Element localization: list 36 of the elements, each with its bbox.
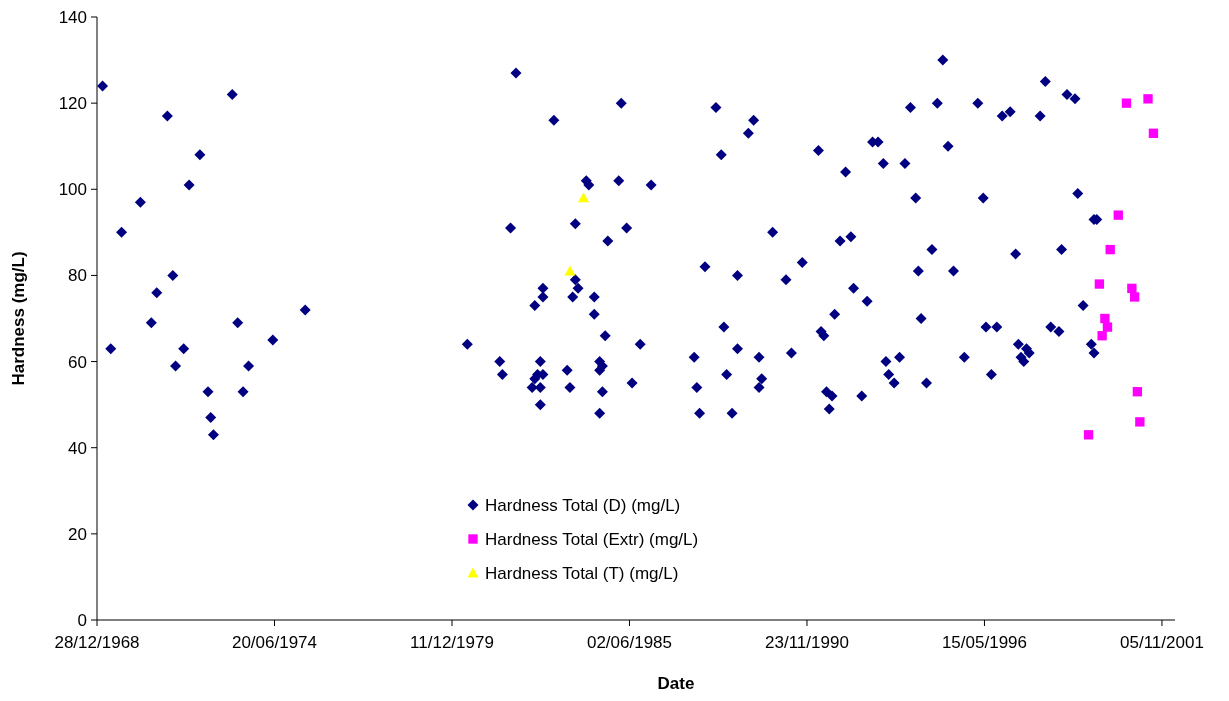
- y-tick-label: 20: [68, 524, 87, 544]
- x-tick-label: 20/06/1974: [231, 633, 318, 652]
- x-tick-label: 15/05/1996: [941, 633, 1028, 652]
- point: [1121, 98, 1132, 108]
- y-tick-label: 120: [58, 94, 87, 114]
- point: [1143, 94, 1153, 104]
- point: [1094, 279, 1105, 289]
- point: [1083, 430, 1094, 440]
- y-tick-label: 60: [68, 352, 87, 372]
- legend-label: Hardness Total (T) (mg/L): [485, 563, 679, 583]
- x-tick-label: 28/12/1968: [54, 633, 140, 652]
- x-tick-label: 02/06/1985: [586, 633, 673, 652]
- point: [578, 192, 590, 203]
- x-tick-label: 23/11/1990: [765, 633, 849, 652]
- y-tick-label: 80: [68, 266, 87, 286]
- point: [1127, 283, 1137, 294]
- x-axis-title: Date: [657, 674, 695, 693]
- y-axis-title: Hardness (mg/L): [9, 251, 28, 386]
- x-tick-label: 11/12/1979: [410, 633, 494, 652]
- point: [1097, 331, 1107, 341]
- point: [1105, 244, 1115, 255]
- point: [564, 265, 576, 276]
- legend-label: Hardness Total (Extr) (mg/L): [485, 529, 699, 549]
- point: [1135, 417, 1145, 427]
- point: [1129, 292, 1140, 302]
- y-tick-label: 140: [58, 7, 87, 27]
- y-tick-label: 40: [68, 438, 87, 458]
- point: [1100, 313, 1110, 324]
- legend-label: Hardness Total (D) (mg/L): [485, 495, 681, 515]
- point: [1148, 128, 1159, 138]
- y-tick-label: 0: [77, 610, 87, 630]
- point: [1113, 210, 1123, 220]
- y-tick-label: 100: [58, 180, 87, 200]
- x-tick-label: 05/11/2001: [1120, 633, 1204, 652]
- point: [1102, 322, 1113, 332]
- point: [1132, 387, 1143, 397]
